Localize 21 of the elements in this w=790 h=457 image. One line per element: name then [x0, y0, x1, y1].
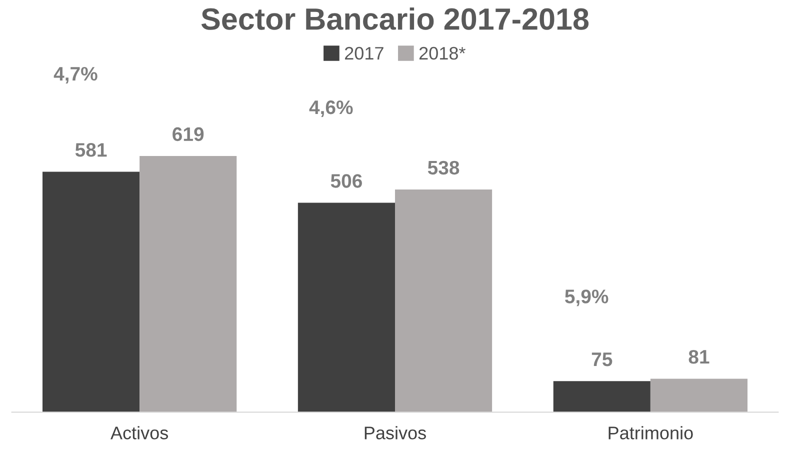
data-label: 506	[330, 174, 362, 188]
bar	[553, 381, 650, 412]
x-tick-label: Activos	[110, 426, 168, 440]
data-label: 81	[688, 350, 710, 364]
data-label: 619	[172, 127, 204, 142]
bar	[140, 156, 237, 412]
annotation: 5,9%	[565, 290, 608, 306]
text: 4,6%	[309, 100, 353, 118]
x-tick-label: Patrimonio	[608, 426, 693, 440]
x-tick-label: Pasivos	[364, 426, 426, 440]
data-label: 581	[75, 143, 107, 157]
legend-label: 2018*	[419, 46, 466, 60]
data-label: 75	[592, 352, 612, 366]
chart-title: Sector Bancario 2017-2018	[201, 7, 589, 30]
bar	[650, 378, 748, 412]
data-label: 538	[428, 160, 460, 175]
bar	[395, 190, 492, 412]
legend-label: 2017	[345, 46, 384, 60]
bar	[298, 202, 395, 412]
bar	[42, 172, 140, 412]
text: 4,7%	[54, 66, 98, 84]
